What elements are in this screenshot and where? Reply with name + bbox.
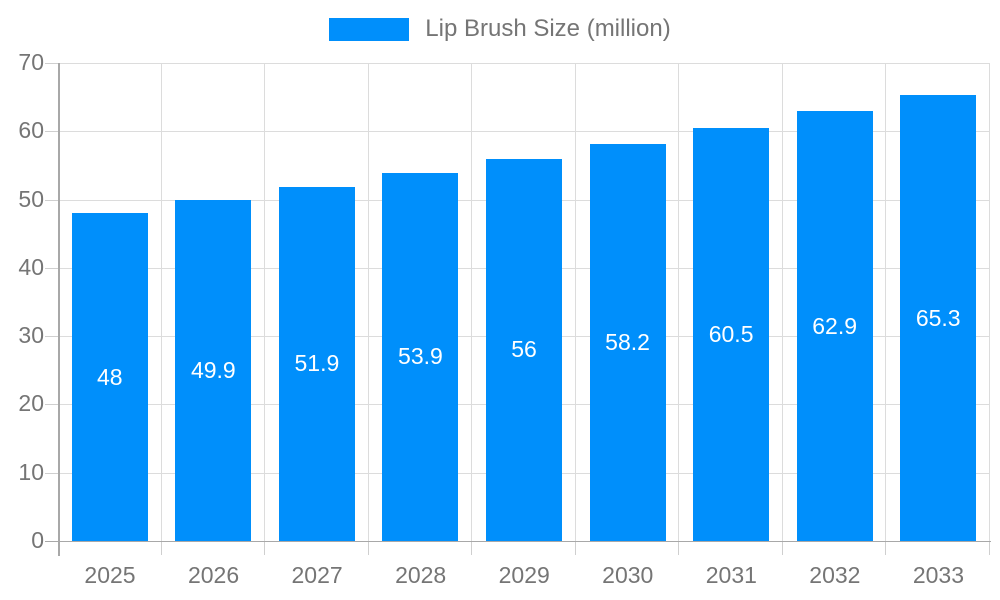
plot-area: 48 49.9 51.9 53.9 56 58.2 60.5 62.9 65.3 bbox=[58, 63, 990, 541]
x-axis-tick bbox=[160, 541, 162, 555]
y-axis-tick-label: 0 bbox=[31, 527, 44, 553]
bar-value-label: 53.9 bbox=[398, 343, 443, 370]
x-axis-tick-label: 2028 bbox=[395, 562, 447, 588]
bar-value-label: 56 bbox=[511, 336, 537, 363]
bar[interactable]: 65.3 bbox=[900, 95, 977, 541]
x-axis-tick bbox=[264, 541, 266, 555]
bar[interactable]: 51.9 bbox=[278, 186, 355, 541]
legend-swatch bbox=[329, 17, 410, 41]
gridline-vertical bbox=[160, 63, 162, 541]
x-axis-line bbox=[45, 541, 991, 542]
y-axis-tick-label: 30 bbox=[18, 322, 44, 349]
y-axis-tick bbox=[45, 404, 58, 406]
y-axis-tick bbox=[45, 336, 58, 338]
gridline-vertical bbox=[574, 63, 576, 541]
y-axis-tick bbox=[45, 267, 58, 269]
bar[interactable]: 60.5 bbox=[693, 127, 770, 541]
y-axis-tick-label: 50 bbox=[18, 185, 44, 212]
x-axis-tick bbox=[885, 541, 887, 555]
bar[interactable]: 62.9 bbox=[796, 111, 873, 541]
gridline-vertical bbox=[367, 63, 369, 541]
y-axis-tick bbox=[45, 199, 58, 201]
gridline-vertical bbox=[264, 63, 266, 541]
gridline-horizontal bbox=[58, 131, 990, 133]
legend-label: Lip Brush Size (million) bbox=[425, 15, 671, 42]
bar-value-label: 48 bbox=[96, 363, 123, 390]
bar-value-label: 62.9 bbox=[812, 312, 858, 339]
y-axis-tick bbox=[45, 472, 58, 474]
y-axis-tick-label: 10 bbox=[18, 458, 44, 485]
bar[interactable]: 49.9 bbox=[175, 200, 252, 541]
x-axis-tick-label: 2026 bbox=[187, 562, 240, 588]
bar-value-label: 49.9 bbox=[190, 357, 236, 384]
x-axis-tick-label: 2031 bbox=[705, 562, 757, 588]
x-axis-tick-label: 2025 bbox=[84, 562, 136, 588]
bar[interactable]: 58.2 bbox=[589, 143, 666, 541]
x-axis-tick-label: 2030 bbox=[602, 562, 654, 588]
x-axis-tick-label: 2032 bbox=[809, 562, 861, 588]
bar-value-label: 51.9 bbox=[294, 350, 340, 377]
bar[interactable]: 56 bbox=[486, 158, 562, 541]
y-axis-tick bbox=[45, 131, 58, 133]
x-axis-tick bbox=[989, 541, 990, 555]
gridline-vertical bbox=[989, 63, 990, 541]
bar-value-label: 58.2 bbox=[605, 328, 650, 355]
y-axis-tick bbox=[45, 63, 58, 64]
x-axis-tick bbox=[574, 541, 576, 555]
gridline-vertical bbox=[471, 63, 473, 541]
x-axis-tick bbox=[367, 541, 369, 555]
gridline-vertical bbox=[678, 63, 680, 541]
x-axis-tick bbox=[471, 541, 473, 555]
y-axis-line bbox=[58, 63, 60, 556]
bar-value-label: 60.5 bbox=[708, 320, 754, 347]
y-axis-tick-label: 20 bbox=[18, 390, 44, 417]
bar[interactable]: 48 bbox=[71, 213, 148, 541]
bar-value-label: 65.3 bbox=[915, 304, 961, 331]
y-axis-tick-label: 60 bbox=[18, 117, 44, 144]
gridline-vertical bbox=[885, 63, 887, 541]
bar[interactable]: 53.9 bbox=[382, 172, 459, 541]
x-axis-tick bbox=[781, 541, 783, 555]
gridline-horizontal bbox=[58, 63, 990, 64]
x-axis-tick bbox=[678, 541, 680, 555]
x-axis-tick-label: 2029 bbox=[498, 562, 550, 588]
gridline-vertical bbox=[781, 63, 783, 541]
y-axis-tick-label: 40 bbox=[18, 253, 44, 280]
y-axis-tick-label: 70 bbox=[18, 49, 44, 75]
x-axis-tick-label: 2033 bbox=[912, 562, 965, 588]
legend-item[interactable]: Lip Brush Size (million) bbox=[0, 17, 1000, 41]
x-axis-tick-label: 2027 bbox=[291, 562, 343, 588]
